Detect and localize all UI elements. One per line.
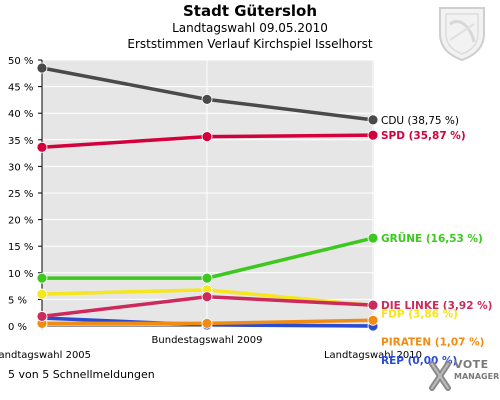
chart-subtitle-election: Landtagswahl 09.05.2010 [172,21,328,35]
series-label-fdp: FDP (3,86 %) [381,308,458,320]
x-tick-label: Landtagswahl 2005 [0,350,91,361]
data-point-die-linke [367,299,379,311]
series-label-gr-ne: GRÜNE (16,53 %) [381,231,483,245]
series-label-rep: REP (0,00 %) [381,355,457,367]
y-tick-label: 40 % [8,109,33,120]
series-label-spd: SPD (35,87 %) [381,130,466,142]
data-point-cdu [36,62,48,74]
series-label-piraten: PIRATEN (1,07 %) [381,336,484,348]
data-point-spd [367,129,379,141]
y-tick-label: 15 % [8,242,33,253]
y-tick-label: 10 % [8,269,33,280]
chart-subtitle-district: Erststimmen Verlauf Kirchspiel Isselhors… [127,37,373,51]
data-point-die-linke [36,311,48,322]
data-point-spd [201,131,213,143]
data-point-piraten [367,314,379,326]
data-point-gr-ne [36,272,48,284]
data-point-cdu [201,93,213,105]
data-point-gr-ne [201,272,213,284]
chart-title: Stadt Gütersloh [182,2,317,20]
y-tick-label: 20 % [8,216,33,227]
x-tick-label: Bundestagswahl 2009 [152,335,263,346]
data-point-spd [36,141,48,153]
y-tick-label: 25 % [8,189,33,200]
y-tick-label: 0 % [8,322,27,333]
x-tick-label: Landtagswahl 2010 [324,350,422,361]
logo-text-manager: MANAGER [454,372,500,381]
y-tick-label: 45 % [8,83,33,94]
data-point-fdp [36,288,48,300]
city-crest-icon [439,7,485,62]
data-point-gr-ne [367,232,379,244]
y-tick-label: 50 % [8,56,33,67]
y-tick-label: 5 % [8,295,27,306]
logo-text-vote: VOTE [454,358,489,371]
data-point-die-linke [201,291,213,303]
vote-manager-logo-icon [429,361,451,391]
reporting-status-note: 5 von 5 Schnellmeldungen [8,368,155,381]
data-point-cdu [367,114,379,126]
series-label-cdu: CDU (38,75 %) [381,115,459,127]
series-label-die-linke: DIE LINKE (3,92 %) [381,300,492,312]
data-point-piraten [201,317,213,329]
y-tick-label: 35 % [8,136,33,147]
y-tick-label: 30 % [8,162,33,173]
